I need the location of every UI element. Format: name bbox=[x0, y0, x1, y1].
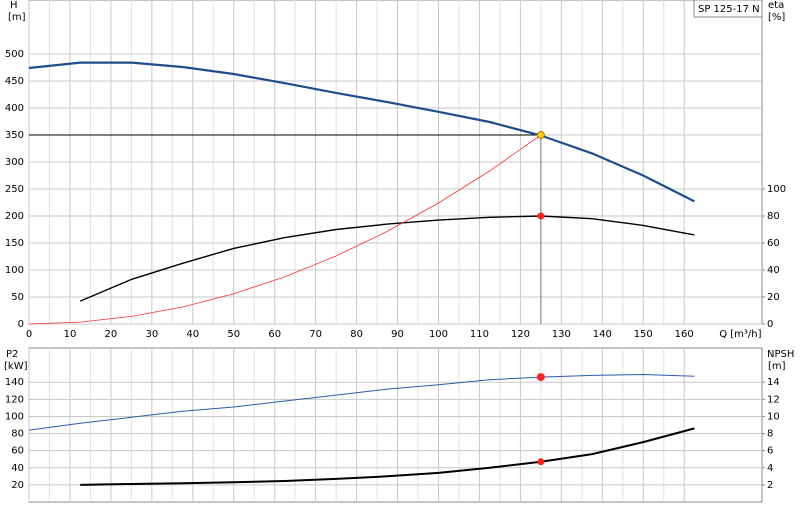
y-tick-label: 500 bbox=[5, 49, 24, 60]
y-tick-label: 250 bbox=[5, 184, 24, 195]
y-tick-label: 0 bbox=[18, 319, 24, 330]
chart-title: SP 125-17 N bbox=[698, 4, 760, 15]
duty-point-marker bbox=[537, 458, 545, 466]
y2-tick-label: 10 bbox=[767, 411, 780, 422]
y2-tick-label: 12 bbox=[767, 394, 780, 405]
y2-axis-unit: [%] bbox=[768, 12, 785, 23]
y-tick-label: 20 bbox=[11, 480, 24, 491]
y-tick-label: 80 bbox=[11, 429, 24, 440]
x-tick-label: 50 bbox=[227, 329, 240, 340]
y-tick-label: 450 bbox=[5, 76, 24, 87]
y2-tick-label: 4 bbox=[767, 463, 773, 474]
y-axis-unit: [kW] bbox=[4, 361, 28, 372]
duty-point-marker bbox=[536, 373, 545, 382]
x-tick-label: 10 bbox=[64, 329, 77, 340]
x-tick-label: 130 bbox=[552, 329, 571, 340]
x-axis-label: Q [m³/h] bbox=[719, 329, 761, 340]
y-tick-label: 300 bbox=[5, 157, 24, 168]
y-tick-label: 400 bbox=[5, 103, 24, 114]
duty-point-marker bbox=[536, 131, 545, 139]
y-tick-label: 100 bbox=[5, 411, 24, 422]
y2-tick-label: 80 bbox=[767, 211, 780, 222]
y2-axis-label: NPSH bbox=[767, 349, 794, 360]
x-tick-label: 140 bbox=[593, 329, 612, 340]
y-tick-label: 350 bbox=[5, 130, 24, 141]
x-tick-label: 60 bbox=[268, 329, 281, 340]
y2-tick-label: 14 bbox=[767, 377, 780, 388]
y2-tick-label: 2 bbox=[767, 480, 773, 491]
x-tick-label: 110 bbox=[470, 329, 489, 340]
y-tick-label: 40 bbox=[11, 463, 24, 474]
y-tick-label: 150 bbox=[5, 238, 24, 249]
y-axis-label: H bbox=[10, 0, 18, 11]
y-tick-label: 200 bbox=[5, 211, 24, 222]
y2-tick-label: 100 bbox=[767, 184, 786, 195]
y-axis-label: P2 bbox=[6, 349, 18, 360]
y2-tick-label: 60 bbox=[767, 238, 780, 249]
curve bbox=[28, 134, 542, 325]
x-tick-label: 20 bbox=[105, 329, 118, 340]
x-tick-label: 160 bbox=[675, 329, 694, 340]
y2-axis-unit: [m] bbox=[768, 361, 786, 372]
y2-tick-label: 40 bbox=[767, 265, 780, 276]
x-tick-label: 70 bbox=[309, 329, 322, 340]
y-tick-label: 50 bbox=[11, 292, 24, 303]
x-tick-label: 30 bbox=[145, 329, 158, 340]
x-tick-label: 120 bbox=[511, 329, 530, 340]
x-tick-label: 40 bbox=[186, 329, 199, 340]
x-tick-label: 150 bbox=[634, 329, 653, 340]
y-axis-unit: [m] bbox=[8, 12, 26, 23]
y-tick-label: 60 bbox=[11, 446, 24, 457]
y2-tick-label: 20 bbox=[767, 292, 780, 303]
plot-area bbox=[28, 347, 763, 503]
y2-tick-label: 6 bbox=[767, 446, 773, 457]
x-tick-label: 90 bbox=[391, 329, 404, 340]
curve bbox=[28, 373, 695, 431]
curve bbox=[79, 215, 695, 302]
duty-point-marker bbox=[537, 212, 545, 220]
x-tick-label: 80 bbox=[350, 329, 363, 340]
y2-axis-label: eta bbox=[768, 0, 784, 11]
y2-tick-label: 8 bbox=[767, 429, 773, 440]
title-box bbox=[693, 0, 763, 18]
y-tick-label: 100 bbox=[5, 265, 24, 276]
y2-tick-label: 0 bbox=[767, 319, 773, 330]
x-tick-label: 0 bbox=[26, 329, 32, 340]
y-tick-label: 140 bbox=[5, 377, 24, 388]
x-tick-label: 100 bbox=[429, 329, 448, 340]
curve bbox=[80, 427, 695, 486]
y-tick-label: 120 bbox=[5, 394, 24, 405]
curve bbox=[28, 61, 695, 203]
